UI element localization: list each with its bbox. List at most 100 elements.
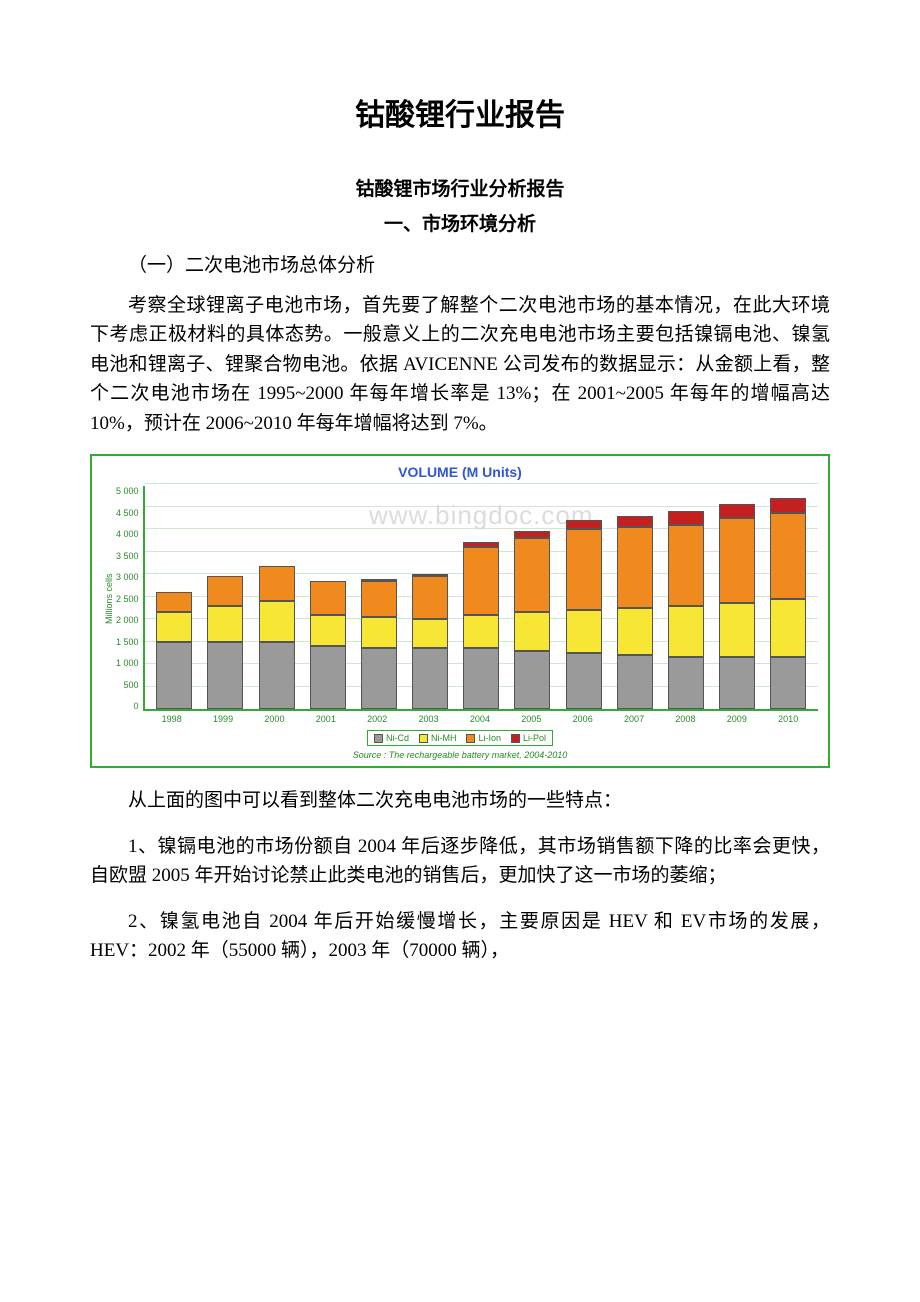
bar-column — [617, 516, 653, 710]
ytick-label: 5 000 — [116, 486, 139, 496]
xtick-label: 2010 — [770, 714, 806, 724]
paragraph-4: 2、镍氢电池自 2004 年后开始缓慢增长，主要原因是 HEV 和 EV市场的发… — [90, 907, 830, 966]
bar-column — [770, 498, 806, 710]
xtick-label: 2000 — [256, 714, 292, 724]
ytick-label: 3 500 — [116, 551, 139, 561]
bar-segment — [207, 642, 243, 710]
ytick-label: 500 — [116, 680, 139, 690]
chart-source: Source : The rechargeable battery market… — [102, 750, 818, 760]
chart-legend: Ni-Cd Ni-MH Li-Ion Li-Pol — [367, 730, 553, 746]
chart-ylabel: Millions cells — [102, 486, 116, 711]
xtick-label: 2008 — [667, 714, 703, 724]
chart-xaxis: 1998199920002001200220032004200520062007… — [142, 711, 818, 724]
bar-segment — [463, 615, 499, 649]
bar-column — [463, 542, 499, 709]
xtick-label: 2001 — [308, 714, 344, 724]
paragraph-1: 考察全球锂离子电池市场，首先要了解整个二次电池市场的基本情况，在此大环境下考虑正… — [90, 291, 830, 438]
bar-column — [668, 511, 704, 709]
chart-bars — [145, 486, 818, 709]
bar-segment — [770, 599, 806, 658]
sub-section-1: （一）二次电池市场总体分析 — [90, 250, 830, 277]
gridline — [145, 483, 818, 484]
volume-chart: VOLUME (M Units) Millions cells 5 000 4 5… — [90, 454, 830, 768]
bar-segment — [412, 576, 448, 619]
bar-segment — [770, 657, 806, 709]
ytick-label: 4 000 — [116, 529, 139, 539]
bar-segment — [566, 610, 602, 653]
legend-label: Li-Pol — [523, 733, 546, 743]
legend-item: Li-Ion — [466, 733, 501, 743]
xtick-label: 2007 — [616, 714, 652, 724]
bar-segment — [259, 566, 295, 601]
bar-segment — [719, 518, 755, 604]
paragraph-2: 从上面的图中可以看到整体二次充电电池市场的一些特点： — [90, 786, 830, 815]
bar-segment — [514, 531, 550, 538]
legend-swatch — [419, 734, 428, 743]
xtick-label: 2002 — [359, 714, 395, 724]
bar-segment — [259, 642, 295, 710]
bar-column — [156, 592, 192, 709]
ytick-label: 0 — [116, 701, 139, 711]
bar-segment — [412, 648, 448, 709]
legend-label: Ni-Cd — [386, 733, 409, 743]
bar-column — [259, 566, 295, 709]
legend-swatch — [374, 734, 383, 743]
bar-column — [514, 531, 550, 709]
ytick-label: 1 500 — [116, 637, 139, 647]
bar-segment — [770, 513, 806, 599]
bar-segment — [617, 527, 653, 608]
bar-segment — [514, 612, 550, 650]
bar-segment — [566, 653, 602, 709]
bar-segment — [310, 646, 346, 709]
bar-segment — [514, 538, 550, 612]
bar-column — [310, 581, 346, 709]
bar-segment — [514, 651, 550, 710]
bar-segment — [361, 581, 397, 617]
xtick-label: 2006 — [565, 714, 601, 724]
bar-segment — [310, 581, 346, 615]
paragraph-3: 1、镍镉电池的市场份额自 2004 年后逐步降低，其市场销售额下降的比率会更快，… — [90, 832, 830, 891]
chart-yaxis: 5 0004 5004 0003 5003 0002 5002 0001 500… — [116, 486, 143, 711]
page-title: 钴酸锂行业报告 — [90, 90, 830, 134]
bar-segment — [361, 648, 397, 709]
xtick-label: 2003 — [411, 714, 447, 724]
bar-segment — [668, 525, 704, 606]
xtick-label: 1998 — [154, 714, 190, 724]
xtick-label: 2005 — [513, 714, 549, 724]
ytick-label: 1 000 — [116, 658, 139, 668]
section-heading-1: 一、市场环境分析 — [90, 209, 830, 236]
legend-label: Li-Ion — [478, 733, 501, 743]
legend-item: Ni-MH — [419, 733, 457, 743]
bar-segment — [770, 498, 806, 514]
bar-segment — [310, 615, 346, 647]
bar-segment — [207, 606, 243, 642]
bar-segment — [668, 511, 704, 525]
bar-segment — [719, 603, 755, 657]
bar-segment — [566, 529, 602, 610]
bar-segment — [412, 619, 448, 648]
chart-title: VOLUME (M Units) — [102, 464, 818, 480]
bar-column — [207, 576, 243, 709]
bar-segment — [668, 657, 704, 709]
bar-segment — [719, 657, 755, 709]
legend-item: Ni-Cd — [374, 733, 409, 743]
bar-segment — [463, 547, 499, 615]
bar-segment — [617, 608, 653, 655]
legend-swatch — [466, 734, 475, 743]
legend-item: Li-Pol — [511, 733, 546, 743]
bar-segment — [617, 655, 653, 709]
bar-segment — [668, 606, 704, 658]
ytick-label: 2 500 — [116, 594, 139, 604]
report-subtitle: 钴酸锂市场行业分析报告 — [90, 174, 830, 201]
bar-segment — [361, 617, 397, 649]
bar-column — [566, 520, 602, 709]
bar-column — [361, 579, 397, 709]
ytick-label: 4 500 — [116, 508, 139, 518]
bar-segment — [719, 504, 755, 518]
bar-column — [719, 504, 755, 710]
xtick-label: 2004 — [462, 714, 498, 724]
bar-segment — [156, 612, 192, 641]
bar-segment — [566, 520, 602, 529]
bar-segment — [463, 648, 499, 709]
ytick-label: 3 000 — [116, 572, 139, 582]
